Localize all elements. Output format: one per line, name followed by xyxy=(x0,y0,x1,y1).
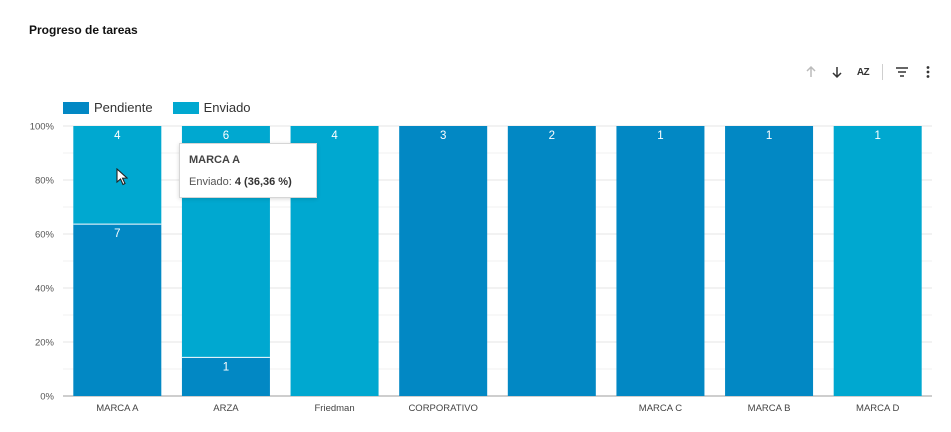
y-tick-label: 100% xyxy=(30,122,55,133)
tooltip-series-label: Enviado: xyxy=(189,176,232,188)
x-tick-label: CORPORATIVO xyxy=(408,403,478,414)
data-label: 1 xyxy=(657,130,663,142)
toolbar-divider xyxy=(882,64,883,80)
tooltip-title: MARCA A xyxy=(189,154,241,166)
more-vert-icon[interactable] xyxy=(915,62,941,82)
x-tick-label: Friedman xyxy=(315,403,355,414)
sort-az-label: AZ xyxy=(856,66,870,78)
chart-title: Progreso de tareas xyxy=(29,23,138,37)
data-label: 1 xyxy=(766,130,772,142)
data-label: 6 xyxy=(223,130,229,142)
legend-swatch-pendiente xyxy=(63,101,89,114)
y-tick-label: 80% xyxy=(35,176,55,187)
y-tick-label: 40% xyxy=(35,284,55,295)
bar-pendiente xyxy=(181,357,270,396)
x-tick-label: MARCA C xyxy=(639,403,682,414)
data-label: 7 xyxy=(114,228,120,240)
data-label: 4 xyxy=(114,130,121,142)
arrow-down-icon[interactable] xyxy=(824,62,850,82)
y-tick-label: 0% xyxy=(40,392,54,403)
legend-swatch-enviado xyxy=(172,101,199,114)
x-tick-label: ARZA xyxy=(213,403,239,414)
tooltip-value: 4 (36,36 %) xyxy=(234,176,292,188)
chart-legend: Pendiente Enviado xyxy=(63,100,271,115)
bar-pendiente xyxy=(73,224,162,396)
tooltip-row: Enviado: 4 (36,36 %) xyxy=(189,176,307,188)
arrow-up-icon[interactable] xyxy=(798,62,824,82)
filter-icon[interactable] xyxy=(889,62,915,82)
data-label: 2 xyxy=(549,130,555,142)
bar-enviado xyxy=(833,126,922,396)
legend-item-enviado[interactable]: Enviado xyxy=(172,100,251,115)
data-label: 3 xyxy=(440,130,446,142)
bar-pendiente xyxy=(616,126,705,396)
legend-item-pendiente[interactable]: Pendiente xyxy=(63,100,153,115)
x-tick-label: MARCA D xyxy=(856,403,899,414)
chart-tooltip: MARCA A Enviado: 4 (36,36 %) xyxy=(179,143,317,198)
data-label: 1 xyxy=(223,361,229,373)
bar-pendiente xyxy=(725,126,814,396)
data-label: 1 xyxy=(874,130,880,142)
bar-pendiente xyxy=(507,126,596,396)
mouse-cursor-icon xyxy=(116,167,129,191)
y-tick-label: 20% xyxy=(35,338,55,349)
data-label: 4 xyxy=(331,130,338,142)
legend-label-enviado: Enviado xyxy=(203,100,251,115)
x-tick-label: MARCA A xyxy=(96,403,139,414)
x-tick-label: MARCA B xyxy=(748,403,791,414)
sort-az-icon[interactable]: AZ xyxy=(850,62,876,82)
chart-toolbar: AZ xyxy=(798,62,941,82)
legend-label-pendiente: Pendiente xyxy=(94,100,153,115)
bar-pendiente xyxy=(399,126,488,396)
y-tick-label: 60% xyxy=(35,230,55,241)
